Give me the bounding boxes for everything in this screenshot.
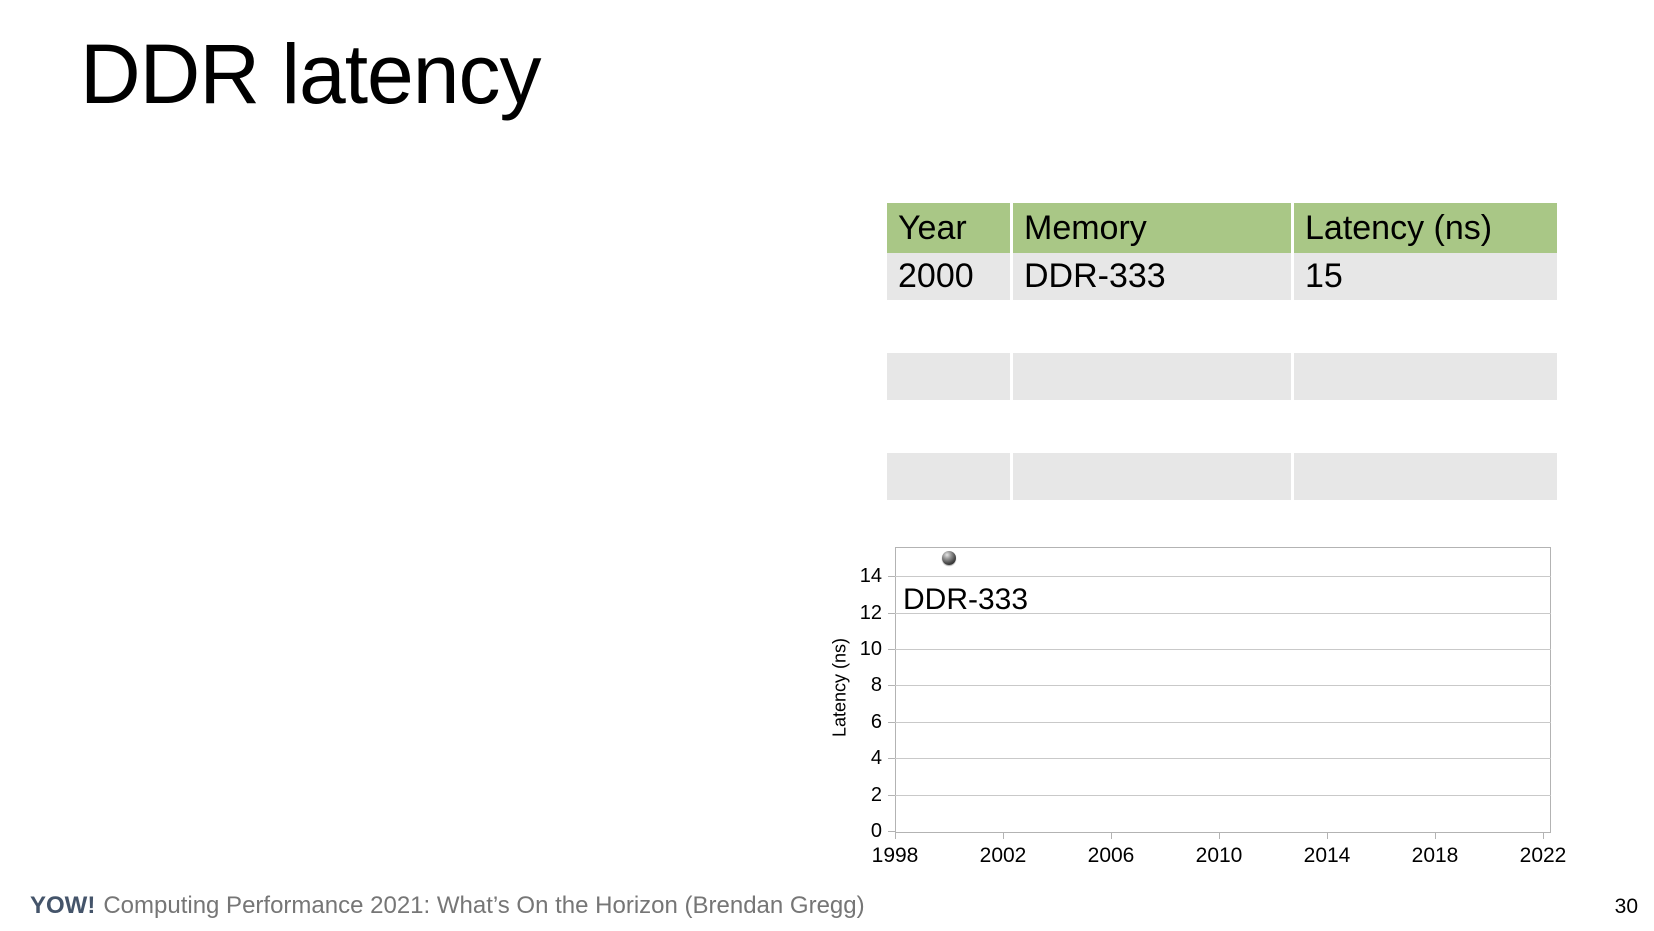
x-axis-tick (1111, 833, 1112, 839)
ddr-latency-table: Year Memory Latency (ns) 2000 DDR-333 15 (887, 203, 1557, 500)
x-tick-label: 2010 (1195, 844, 1243, 867)
y-gridline (895, 648, 1551, 650)
y-tick-label: 8 (870, 674, 882, 697)
table-cell-empty (1294, 453, 1557, 500)
y-gridline (895, 685, 1551, 687)
y-axis-tick (888, 794, 895, 796)
table-cell-empty (1013, 353, 1291, 400)
y-tick-label: 12 (859, 601, 882, 624)
table-row-gap (887, 300, 1557, 353)
x-tick-label: 1998 (871, 844, 919, 867)
table-cell-empty (887, 453, 1010, 500)
x-tick-label: 2002 (979, 844, 1027, 867)
footer: YOW! Computing Performance 2021: What’s O… (30, 891, 865, 921)
x-axis-tick (1219, 833, 1220, 839)
table-header-cell: Latency (ns) (1294, 203, 1557, 253)
x-axis-tick (1003, 833, 1004, 839)
table-cell: DDR-333 (1013, 253, 1291, 300)
y-tick-label: 10 (859, 637, 882, 660)
y-axis-tick (888, 721, 895, 723)
y-gridline (895, 721, 1551, 723)
table-row-gap (887, 400, 1557, 453)
x-tick-label: 2006 (1087, 844, 1135, 867)
table-cell-empty (1013, 453, 1291, 500)
table-row-empty (887, 353, 1557, 400)
y-gridline (895, 794, 1551, 796)
y-tick-label: 6 (870, 710, 882, 733)
y-tick-label: 14 (859, 565, 882, 588)
table-cell: 2000 (887, 253, 1010, 300)
data-point-label: DDR-333 (903, 582, 1029, 616)
y-tick-label: 0 (870, 820, 882, 842)
y-gridline (895, 758, 1551, 760)
x-tick-label: 2018 (1411, 844, 1459, 867)
y-axis-tick (888, 648, 895, 650)
x-axis-tick (1543, 833, 1544, 839)
x-tick-label: 2022 (1519, 844, 1567, 867)
y-axis-tick (888, 685, 895, 687)
table-row-empty (887, 453, 1557, 500)
x-tick-label: 2014 (1303, 844, 1351, 867)
table-cell-empty (887, 353, 1010, 400)
x-axis-tick (1435, 833, 1436, 839)
y-gridline (895, 612, 1551, 614)
x-axis-tick (895, 833, 896, 839)
data-point-sphere (942, 550, 956, 565)
table-cell: 15 (1294, 253, 1557, 300)
y-axis-title: Latency (ns) (829, 637, 850, 738)
slide-title: DDR latency (80, 27, 541, 121)
table-cell-empty (1294, 353, 1557, 400)
footer-text: Computing Performance 2021: What’s On th… (103, 892, 865, 919)
table-row: 2000 DDR-333 15 (887, 253, 1557, 300)
y-axis-tick (888, 831, 895, 832)
y-tick-label: 4 (870, 747, 882, 770)
table-header-cell: Year (887, 203, 1010, 253)
y-gridline (895, 576, 1551, 578)
y-tick-label: 2 (870, 783, 882, 806)
plot-area (895, 547, 1551, 833)
page-number: 30 (1614, 895, 1638, 918)
y-axis-tick (888, 758, 895, 760)
y-axis-tick (888, 576, 895, 578)
table-header-cell: Memory (1013, 203, 1291, 253)
y-axis-tick (888, 612, 895, 614)
table-header-row: Year Memory Latency (ns) (887, 203, 1557, 253)
footer-brand: YOW! (30, 892, 96, 919)
table-body: 2000 DDR-333 15 (887, 253, 1557, 500)
x-axis-tick (1327, 833, 1328, 839)
